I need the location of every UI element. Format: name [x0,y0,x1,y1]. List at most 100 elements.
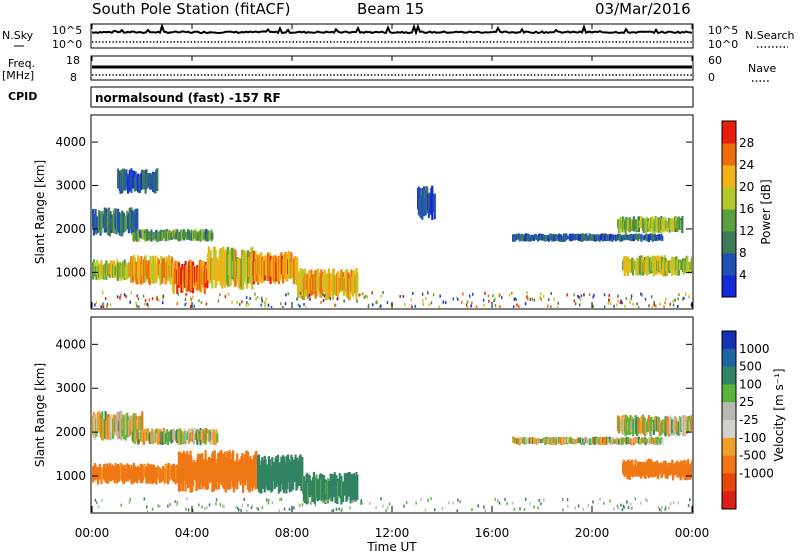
power-speckle [102,291,104,295]
power-speckle [284,302,287,306]
velocity-speckle [176,501,178,505]
power-speckle [189,296,192,300]
velocity-speckle [574,506,576,510]
power-speckle [613,304,615,308]
power-speckle [414,304,417,308]
power-speckle [137,305,140,308]
power-speckle [102,305,105,308]
power-speckle [425,297,427,300]
power-speckle [683,296,685,300]
power-speckle [456,296,458,300]
velocity-colorbar-tick: -1000 [739,466,774,480]
velocity-speckle [349,506,352,510]
power-speckle [106,304,108,308]
velocity-colorbar-swatch [722,331,736,350]
velocity-speckle [380,497,382,501]
power-cell [690,259,692,273]
power-speckle [685,292,687,296]
velocity-speckle [672,501,675,505]
power-speckle [588,292,591,296]
power-speckle [371,291,373,295]
power-speckle [205,302,208,306]
velocity-speckle [238,508,240,512]
velocity-speckle [484,509,487,512]
x-tick-label: 04:00 [175,526,210,540]
power-cell [661,236,664,242]
velocity-ylabel: Slant Range [km] [33,363,47,467]
power-speckle [592,295,594,299]
power-speckle [620,299,622,303]
velocity-speckle [340,509,343,512]
power-speckle [515,298,518,302]
power-speckle [245,303,248,307]
power-speckle [452,297,455,301]
power-speckle [422,299,424,303]
cpid-text: normalsound (fast) -157 RF [95,91,281,105]
velocity-speckle [101,498,103,502]
velocity-speckle [215,498,218,502]
velocity-speckle [169,503,171,506]
power-speckle [100,305,102,308]
power-speckle [513,297,515,301]
velocity-speckle [167,504,169,508]
power-speckle [540,297,542,301]
power-speckle [372,303,374,307]
power-speckle [386,301,389,305]
velocity-speckle [665,505,667,509]
power-cell [136,208,139,230]
power-ylabel: Slant Range [km] [33,160,47,264]
velocity-cell [691,459,692,477]
power-speckle [120,293,122,297]
velocity-speckle [321,500,324,504]
power-speckle [189,304,192,308]
velocity-speckle [219,503,222,507]
power-speckle [531,297,533,301]
power-speckle [249,297,251,300]
power-speckle [265,297,267,301]
velocity-speckle [268,498,270,502]
power-speckle [402,295,405,298]
velocity-speckle [494,497,497,501]
power-speckle [526,291,528,295]
power-speckle [185,292,187,296]
power-speckle [462,292,464,296]
power-speckle [669,302,671,306]
velocity-speckle [459,500,461,504]
power-speckle [553,297,555,301]
power-speckle [482,298,485,302]
power-speckle [176,302,179,306]
power-speckle [603,293,606,297]
power-speckle [366,295,369,299]
power-speckle [343,299,345,303]
velocity-speckle [206,506,208,510]
power-speckle [644,297,647,301]
nave-tick-top: 60 [708,54,722,67]
power-speckle [422,303,424,306]
x-tick-label: 12:00 [375,526,410,540]
velocity-speckle [529,502,531,506]
cpid-frame [90,86,694,108]
velocity-speckle [620,503,622,507]
power-speckle [630,297,632,301]
nave-label: Nave [748,62,776,75]
velocity-speckle [255,506,258,510]
power-speckle [542,294,545,298]
velocity-speckle [415,501,417,505]
velocity-speckle [341,507,343,511]
power-speckle [363,296,365,300]
x-tick-label: 08:00 [275,526,310,540]
velocity-speckle [223,504,225,508]
velocity-speckle [403,504,405,508]
velocity-colorbar-swatch [722,437,736,457]
velocity-speckle [524,497,527,501]
beam-label: Beam 15 [357,0,424,18]
power-yticks: 1000 2000 3000 4000 [55,135,692,279]
velocity-speckle [306,500,309,504]
velocity-speckle [617,506,619,509]
velocity-speckle [441,507,444,510]
power-speckle [130,291,132,295]
power-speckle [475,305,478,308]
freq-tick-top: 18 [66,54,80,67]
y-tick-label: 3000 [55,381,86,395]
